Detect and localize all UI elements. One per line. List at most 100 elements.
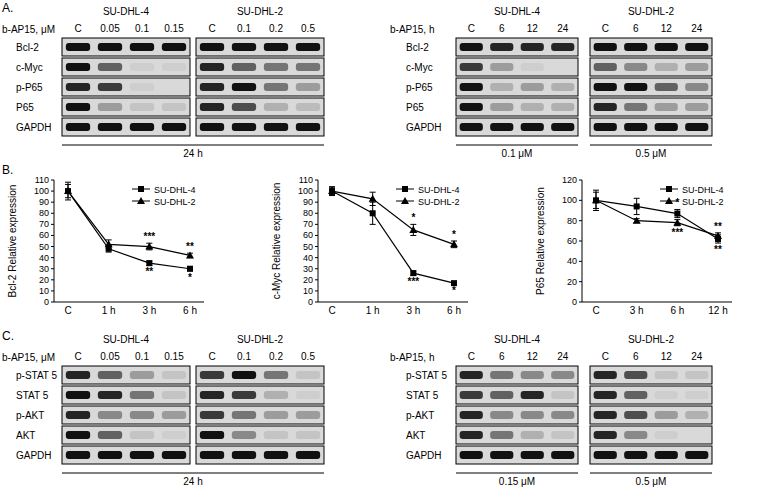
band <box>685 451 708 459</box>
band <box>200 411 224 419</box>
row-label: STAT 5 <box>406 390 439 401</box>
band <box>130 103 154 111</box>
error-bar <box>634 198 640 214</box>
row-label: p-STAT 5 <box>406 370 448 381</box>
panel-letter: C. <box>2 329 14 343</box>
band <box>264 431 288 439</box>
blot-strip <box>62 426 190 444</box>
band <box>490 411 513 419</box>
band <box>551 123 574 131</box>
lane-label: 12 <box>527 23 539 34</box>
blot-strip <box>456 366 578 384</box>
y-tick <box>315 279 318 280</box>
significance: ** <box>714 244 722 255</box>
y-tick-label: 40 <box>567 256 577 266</box>
x-tick-label: C <box>592 305 599 316</box>
y-tick-label: 50 <box>39 242 49 252</box>
band <box>232 431 256 439</box>
band <box>624 123 647 131</box>
blot-strip <box>456 98 578 116</box>
band <box>98 43 122 51</box>
lane-label: 0.1 <box>237 351 251 362</box>
lane-label: C <box>468 351 475 362</box>
band <box>655 451 678 459</box>
band <box>460 431 483 439</box>
band <box>460 411 483 419</box>
band <box>655 391 678 399</box>
lane-label: 12 <box>527 351 539 362</box>
band <box>200 103 224 111</box>
error-bar <box>715 233 721 239</box>
row-label: Bcl-2 <box>406 42 429 53</box>
band <box>264 63 288 71</box>
blot-strip <box>456 446 578 464</box>
blot: b-AP15, μMp-STAT 5STAT 5p-AKTAKTGAPDHSU-… <box>2 334 324 487</box>
lane-label: 6 <box>499 23 505 34</box>
y-tick-label: 30 <box>39 264 49 274</box>
x-axis <box>54 302 204 303</box>
y-tick <box>315 246 318 247</box>
lane-label: 0.2 <box>269 23 283 34</box>
band <box>521 451 544 459</box>
error-bar <box>329 188 335 195</box>
band <box>232 63 256 71</box>
y-tick <box>51 202 54 203</box>
band <box>551 391 574 399</box>
treatment-label: b-AP15, h <box>390 352 434 363</box>
band <box>624 83 647 91</box>
band <box>130 43 154 51</box>
y-tick <box>51 224 54 225</box>
error-bar <box>370 202 376 224</box>
cell-line: SU-DHL-2 <box>237 334 284 345</box>
significance: * <box>675 197 679 208</box>
point <box>714 232 722 239</box>
band <box>460 371 483 379</box>
band <box>130 391 154 399</box>
lane-label: 0.05 <box>100 351 120 362</box>
blot-strip <box>196 118 324 136</box>
point <box>64 187 72 194</box>
band <box>460 103 483 111</box>
band <box>594 411 617 419</box>
error-bar <box>410 271 416 275</box>
row-label: AKT <box>16 430 35 441</box>
error-cap <box>634 198 640 199</box>
point <box>186 251 194 258</box>
point <box>65 188 71 194</box>
blot-strip <box>456 426 578 444</box>
lane-label: C <box>602 351 609 362</box>
cell-line: SU-DHL-4 <box>494 6 541 17</box>
lane-label: 6 <box>633 23 639 34</box>
blot-strip <box>590 78 712 96</box>
legend-marker <box>666 186 672 192</box>
footer: 24 h <box>183 148 202 159</box>
band <box>521 391 544 399</box>
error-bar <box>146 243 152 250</box>
band <box>655 123 678 131</box>
treatment-label: b-AP15, h <box>390 24 434 35</box>
band <box>655 63 678 71</box>
band <box>66 123 90 131</box>
band <box>200 391 224 399</box>
band <box>551 103 574 111</box>
error-bar <box>370 192 376 205</box>
treatment-label: b-AP15, μM <box>2 24 55 35</box>
band <box>162 431 186 439</box>
error-cap <box>674 217 680 218</box>
y-tick-label: 80 <box>567 216 577 226</box>
y-tick <box>51 213 54 214</box>
lane-label: 24 <box>691 351 703 362</box>
band <box>98 371 122 379</box>
row-label: P65 <box>16 102 34 113</box>
cell-line: SU-DHL-2 <box>237 6 284 17</box>
band <box>130 431 154 439</box>
band <box>264 123 288 131</box>
lane-label: C <box>468 23 475 34</box>
band <box>521 63 544 71</box>
band <box>624 451 647 459</box>
legend-label: SU-DHL-2 <box>418 197 460 207</box>
footer: 0.1 μM <box>502 148 533 159</box>
band <box>655 43 678 51</box>
legend-marker <box>401 197 409 204</box>
x-tick-label: C <box>64 305 71 316</box>
